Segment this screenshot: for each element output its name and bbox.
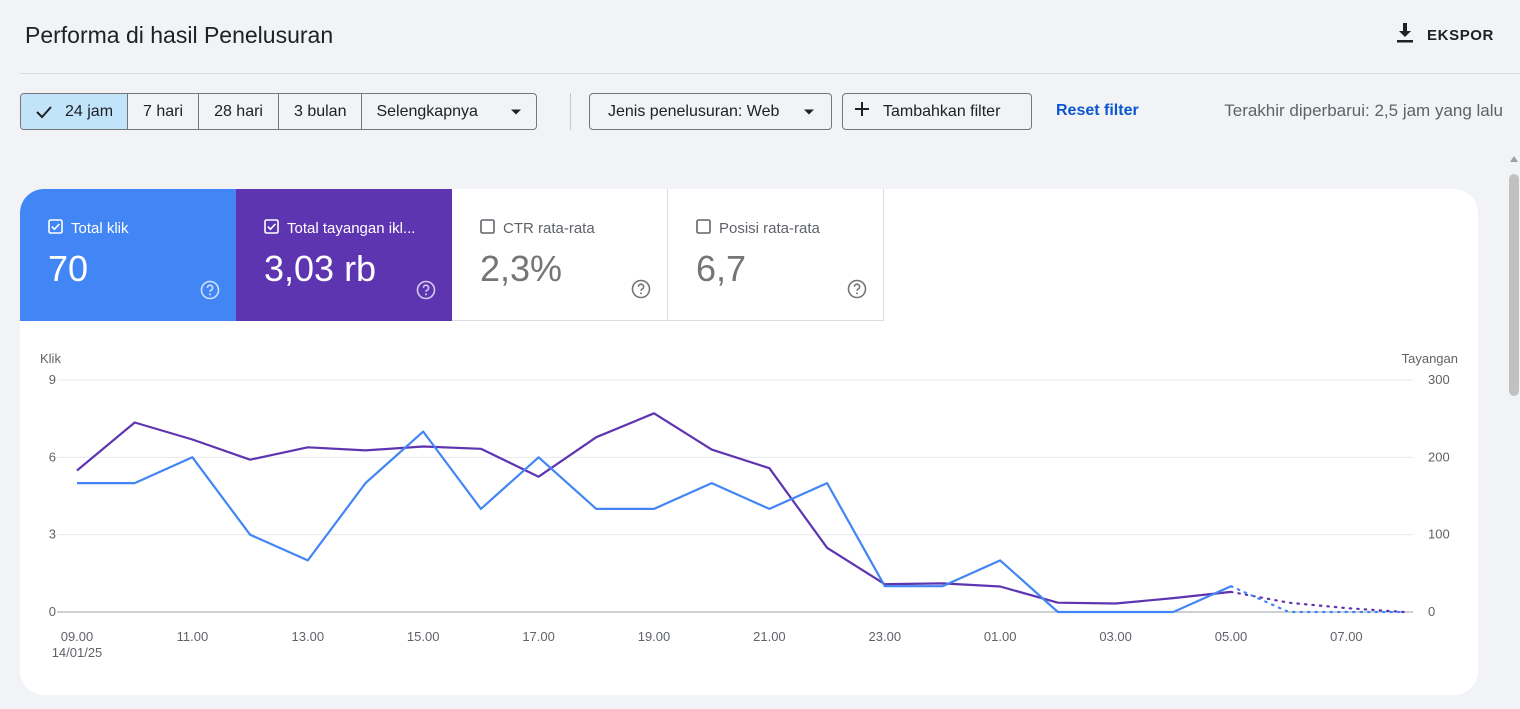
right-tick-label: 0 [1428,604,1435,619]
x-tick-label: 17.00 [522,629,555,644]
range-label: 7 hari [143,102,184,120]
toolbar-divider [570,93,571,130]
x-tick-label: 05.00 [1215,629,1248,644]
metric-total-impressions[interactable]: Total tayangan ikl... 3,03 rb [236,189,452,321]
range-7d-button[interactable]: 7 hari [128,94,200,129]
search-type-label: Jenis penelusuran: Web [608,102,780,120]
range-3m-button[interactable]: 3 bulan [279,94,363,129]
download-icon [1395,22,1415,48]
performance-card: Total klik 70 Total tayangan ikl... 3,03… [20,189,1478,695]
left-tick-label: 9 [49,372,56,387]
metric-total-clicks[interactable]: Total klik 70 [20,189,236,321]
series-projection-line [1229,585,1406,614]
left-axis-label: Klik [40,351,61,366]
reset-filter-link[interactable]: Reset filter [1056,102,1139,119]
x-tick-label: 15.00 [407,629,440,644]
more-label: Selengkapnya [376,102,478,120]
help-icon[interactable] [416,280,436,305]
checked-checkbox-icon[interactable] [264,219,279,238]
page-header: Performa di hasil Penelusuran EKSPOR [0,0,1520,72]
page-scrollbar[interactable] [1508,152,1520,709]
x-tick-label: 03.00 [1099,629,1132,644]
check-icon [35,105,53,119]
export-button[interactable]: EKSPOR [1395,22,1494,48]
range-label: 3 bulan [293,102,347,120]
checked-checkbox-icon[interactable] [48,219,63,238]
metric-label: Posisi rata-rata [719,220,820,237]
right-tick-label: 200 [1428,449,1450,464]
x-tick-label: 21.00 [753,629,786,644]
date-range-selector: 24 jam 7 hari 28 hari 3 bulan Selengkapn… [20,93,538,130]
more-ranges-dropdown[interactable]: Selengkapnya [362,94,536,129]
x-tick-label: 11.00 [177,629,209,644]
x-tick-label: 07.00 [1330,629,1363,644]
metric-average-position[interactable]: Posisi rata-rata 6,7 [668,189,884,321]
x-date-label: 14/01/25 [52,645,103,660]
range-28d-button[interactable]: 28 hari [199,94,279,129]
plus-icon [853,100,871,123]
range-label: 28 hari [214,102,263,120]
dropdown-arrow-icon [803,103,815,121]
x-tick-label: 09.00 [61,629,94,644]
metric-value: 6,7 [696,248,747,289]
left-tick-label: 3 [49,527,56,542]
export-label: EKSPOR [1427,26,1494,44]
series-line [76,412,1232,605]
filter-toolbar: 24 jam 7 hari 28 hari 3 bulan Selengkapn… [20,93,1510,130]
metric-label: Total klik [71,220,129,237]
right-tick-label: 300 [1428,372,1450,387]
add-filter-button[interactable]: Tambahkan filter [842,93,1032,130]
metric-value: 3,03 rb [264,248,377,289]
unchecked-checkbox-icon[interactable] [696,219,711,238]
metric-label: CTR rata-rata [503,220,595,237]
page-title: Performa di hasil Penelusuran [25,22,334,48]
metric-value: 2,3% [480,248,563,289]
x-tick-label: 19.00 [638,629,671,644]
left-tick-label: 0 [49,604,56,619]
performance-chart[interactable]: Klik Tayangan 0 3 6 9 0 100 200 300 09.00 11.00 13.0… [20,189,1478,695]
x-tick-label: 23.00 [869,629,902,644]
series-projection-line [1229,590,1406,614]
range-24h-button[interactable]: 24 jam [21,94,129,129]
dropdown-arrow-icon [510,103,522,121]
metric-average-ctr[interactable]: CTR rata-rata 2,3% [452,189,668,321]
metric-value: 70 [48,248,89,289]
help-icon[interactable] [847,279,867,304]
right-tick-label: 100 [1428,527,1450,542]
x-tick-label: 13.00 [292,629,325,644]
help-icon[interactable] [631,279,651,304]
scroll-thumb[interactable] [1509,174,1519,396]
last-updated-text: Terakhir diperbarui: 2,5 jam yang lalu [1224,101,1503,120]
search-type-dropdown[interactable]: Jenis penelusuran: Web [589,93,832,130]
unchecked-checkbox-icon[interactable] [480,219,495,238]
scroll-up-arrow-icon[interactable] [1510,156,1518,162]
help-icon[interactable] [200,280,220,305]
x-tick-label: 01.00 [984,629,1017,644]
series-line [77,430,1232,614]
left-tick-label: 6 [49,449,56,464]
range-label: 24 jam [65,102,114,120]
right-axis-label: Tayangan [1402,351,1458,366]
header-divider [20,73,1520,74]
add-filter-label: Tambahkan filter [883,102,1001,120]
